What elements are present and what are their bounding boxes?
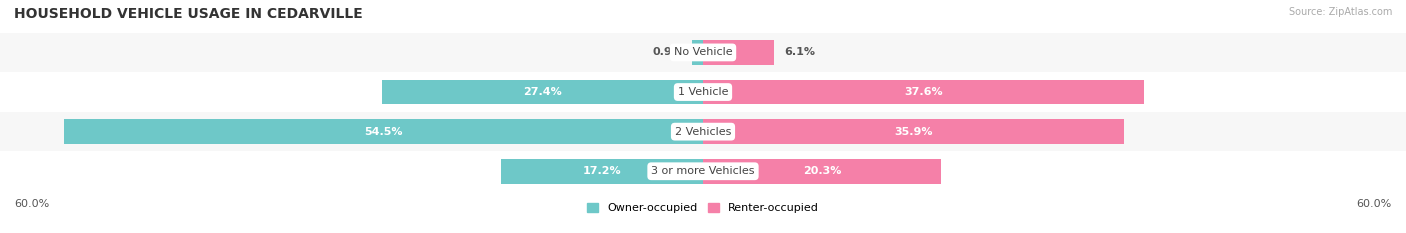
Bar bbox=[693, 40, 703, 65]
Bar bbox=[502, 159, 703, 184]
Text: 1 Vehicle: 1 Vehicle bbox=[678, 87, 728, 97]
Text: 0.9%: 0.9% bbox=[652, 48, 683, 57]
Text: 54.5%: 54.5% bbox=[364, 127, 404, 137]
Bar bbox=[0, 112, 1406, 151]
Bar bbox=[0, 33, 1406, 72]
Bar bbox=[703, 159, 941, 184]
Text: 2 Vehicles: 2 Vehicles bbox=[675, 127, 731, 137]
Text: Source: ZipAtlas.com: Source: ZipAtlas.com bbox=[1288, 7, 1392, 17]
Text: 60.0%: 60.0% bbox=[1357, 199, 1392, 209]
Text: 60.0%: 60.0% bbox=[14, 199, 49, 209]
Bar bbox=[0, 72, 1406, 112]
Text: 20.3%: 20.3% bbox=[803, 166, 841, 176]
Text: 35.9%: 35.9% bbox=[894, 127, 932, 137]
Text: No Vehicle: No Vehicle bbox=[673, 48, 733, 57]
Text: 37.6%: 37.6% bbox=[904, 87, 942, 97]
Bar bbox=[382, 80, 703, 104]
Bar bbox=[703, 40, 775, 65]
Text: 6.1%: 6.1% bbox=[785, 48, 815, 57]
Bar bbox=[703, 80, 1143, 104]
Bar bbox=[65, 119, 703, 144]
Bar bbox=[703, 119, 1123, 144]
Text: 17.2%: 17.2% bbox=[583, 166, 621, 176]
Text: 3 or more Vehicles: 3 or more Vehicles bbox=[651, 166, 755, 176]
Text: HOUSEHOLD VEHICLE USAGE IN CEDARVILLE: HOUSEHOLD VEHICLE USAGE IN CEDARVILLE bbox=[14, 7, 363, 21]
Legend: Owner-occupied, Renter-occupied: Owner-occupied, Renter-occupied bbox=[582, 198, 824, 217]
Bar bbox=[0, 151, 1406, 191]
Text: 27.4%: 27.4% bbox=[523, 87, 562, 97]
